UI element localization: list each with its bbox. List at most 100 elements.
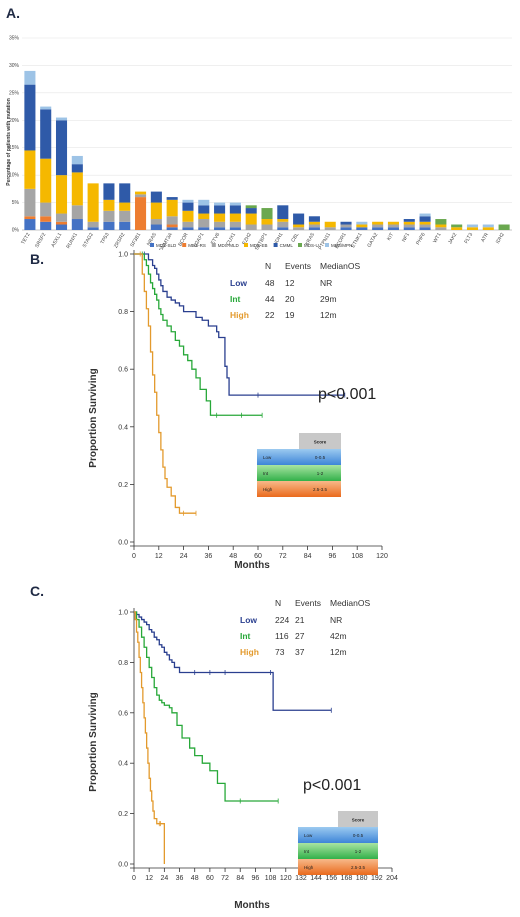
legend-label: MDS/MPN (331, 243, 352, 248)
table-n-value: 22 (265, 310, 275, 320)
x-tick-label: 168 (341, 875, 353, 882)
score-range: 0-0.5 (315, 455, 326, 460)
y-tick-label: 0% (12, 228, 20, 234)
legend-swatch (211, 243, 216, 247)
table-group-label: Low (230, 278, 247, 288)
bar-segment (55, 120, 68, 176)
legend-label: CMML (280, 243, 294, 248)
bar-segment (356, 221, 368, 225)
bar-segment (40, 202, 52, 217)
bar-segment (103, 221, 115, 230)
bar-segment (214, 221, 226, 228)
bar-segment (419, 216, 431, 222)
x-tick-label: ETNK1 (350, 232, 363, 249)
x-tick-label: 0 (132, 875, 136, 882)
legend-label: MDS-SLD (156, 243, 177, 248)
table-median-value: 12m (330, 647, 347, 657)
x-tick-label: ZRSR2 (113, 232, 127, 249)
bar-segment (24, 150, 36, 189)
bar-segment (372, 221, 384, 225)
bar-segment (356, 224, 368, 228)
x-axis-label: Months (234, 560, 270, 571)
x-tick-label: TP53 (99, 232, 110, 246)
table-n-value: 116 (275, 631, 289, 641)
legend-swatch (298, 243, 302, 247)
bar-segment (245, 205, 257, 209)
x-tick-label: 96 (252, 875, 260, 882)
bar-segment (135, 191, 147, 195)
bar-segment (71, 164, 83, 173)
score-range: 2.5-3.5 (313, 487, 328, 492)
bar-segment (40, 216, 52, 222)
score-range: 2.5-3.5 (351, 865, 366, 870)
survival-curve-high (134, 611, 166, 864)
y-tick-label: 30% (9, 63, 20, 69)
bar-segment (40, 158, 52, 203)
y-tick-label: 0.2 (118, 482, 128, 489)
bar-segment (119, 202, 131, 211)
x-tick-label: 72 (221, 875, 229, 882)
bar-segment (245, 208, 257, 214)
bar-segment (261, 219, 273, 225)
x-tick-label: 192 (371, 875, 383, 882)
y-tick-label: 1.0 (118, 252, 128, 259)
table-header: MedianOS (330, 598, 370, 608)
bar-segment (182, 210, 194, 222)
survival-curve-chart-b: B. Proportion Surviving Months 0.0 0.2 0.4… (30, 250, 388, 571)
x-tick-label: GATA2 (366, 232, 379, 249)
x-tick-label: 180 (356, 875, 368, 882)
bar-segment (87, 183, 99, 222)
bar-segment (356, 227, 368, 230)
x-tick-label: 96 (329, 553, 337, 560)
table-events-value: 12 (285, 278, 295, 288)
legend-swatch (182, 243, 187, 247)
x-tick-label: 84 (304, 553, 312, 560)
y-tick-label: 15% (9, 145, 20, 151)
x-tick-label: PHF6 (415, 232, 427, 246)
score-header: Score (352, 817, 365, 822)
bar-segment (308, 227, 320, 230)
bar-segment (324, 227, 336, 230)
bar-segment (150, 191, 162, 203)
survival-curve-low (134, 253, 345, 396)
x-tick-label: 36 (205, 553, 213, 560)
bar-segment (277, 205, 289, 220)
x-tick-label: PTPN11 (317, 232, 332, 250)
x-tick-label: ETV6 (210, 232, 222, 246)
y-tick-label: 0.4 (118, 424, 128, 431)
score-row-high (298, 859, 378, 875)
x-tick-label: IDH1 (274, 232, 285, 245)
bar-segment (24, 70, 36, 85)
bar-segment (150, 224, 162, 230)
bar-segment (387, 221, 399, 225)
bar-segment (403, 221, 415, 225)
score-header: Score (314, 439, 327, 444)
x-tick-label: CBL (290, 232, 300, 244)
legend-label: MDS-MLD (218, 243, 240, 248)
bar-segment (182, 221, 194, 228)
survival-curve-int (134, 253, 263, 416)
x-tick-label: ATR (480, 232, 490, 244)
bar-segment (71, 155, 83, 165)
bar-segment (403, 227, 415, 230)
bar-segment (245, 224, 257, 230)
bar-segment (340, 227, 352, 230)
table-events-value: 37 (295, 647, 305, 657)
y-tick-label: 1.0 (118, 610, 128, 617)
table-group-label: Int (240, 631, 251, 641)
score-row-low (257, 449, 341, 465)
x-tick-label: 120 (376, 553, 388, 560)
bar-segment (372, 227, 384, 230)
mutation-frequency-bar-chart: A. Percentage of patients with mutation … (6, 5, 512, 250)
x-tick-label: 132 (295, 875, 307, 882)
bar-segment (71, 205, 83, 220)
score-group-label: Low (304, 833, 313, 838)
x-tick-label: 12 (155, 553, 163, 560)
bar-segment (135, 194, 147, 198)
table-n-value: 44 (265, 294, 275, 304)
table-n-value: 224 (275, 615, 289, 625)
bar-segment (103, 210, 115, 222)
bar-segment (119, 183, 131, 203)
table-header: Events (295, 598, 321, 608)
score-group-label: High (304, 865, 314, 870)
